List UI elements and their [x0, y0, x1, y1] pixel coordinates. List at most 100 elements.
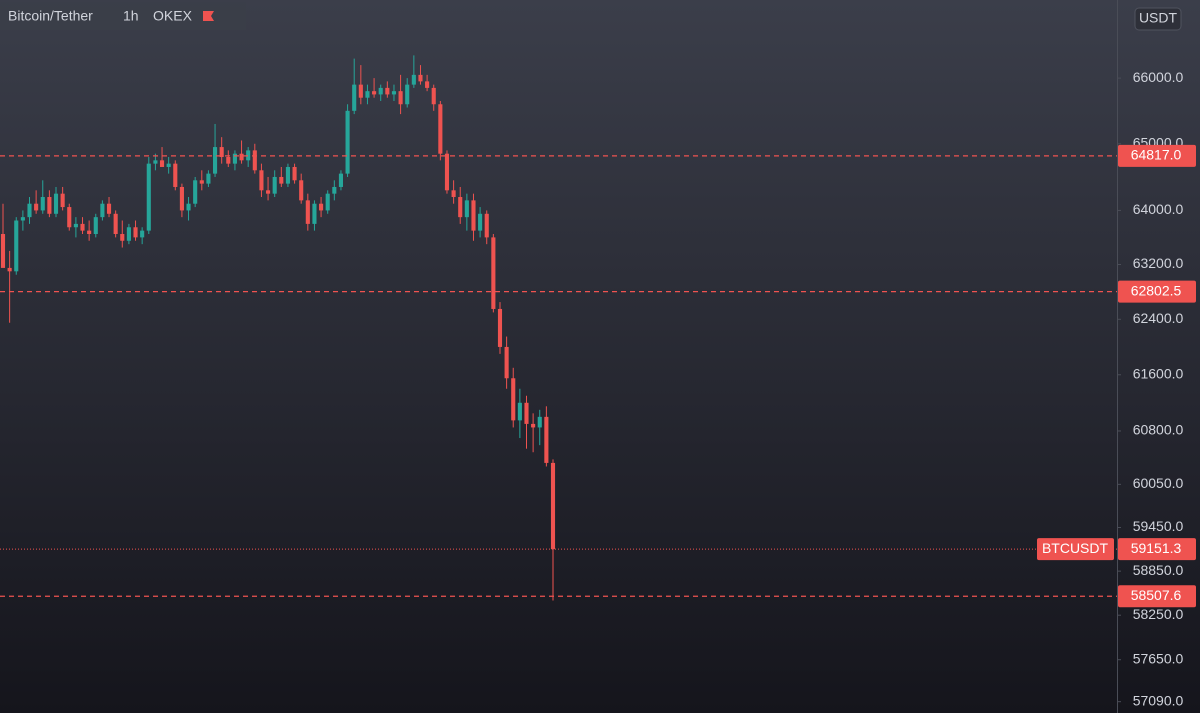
candle-body — [140, 230, 145, 238]
candle-body — [246, 150, 251, 161]
candle-body — [40, 197, 45, 211]
candle-body — [219, 147, 224, 158]
candle-body — [464, 200, 469, 218]
level-tag — [1118, 144, 1196, 167]
flag-icon — [203, 11, 214, 21]
candle-body — [47, 197, 52, 214]
candle-body — [153, 160, 158, 164]
y-tick-label: 59450.0 — [1133, 518, 1184, 534]
candle-body — [537, 416, 542, 428]
candle-body — [20, 217, 25, 221]
candle-body — [226, 157, 231, 164]
candle-body — [484, 213, 489, 238]
candle-body — [166, 163, 171, 167]
candle-body — [252, 150, 257, 171]
symbol: Bitcoin/Tether — [8, 8, 93, 24]
candle-body — [53, 193, 59, 214]
candle-body — [179, 186, 184, 211]
candle-body — [60, 193, 65, 208]
candle-body — [478, 213, 483, 231]
y-tick-label: 57650.0 — [1133, 650, 1184, 666]
candle-body — [352, 84, 357, 111]
candle-body — [80, 223, 85, 231]
level-label: 58507.6 — [1131, 587, 1182, 603]
interval: 1h — [123, 8, 139, 24]
candle-body — [193, 180, 198, 204]
candle-body — [444, 153, 450, 191]
candle-body — [34, 203, 39, 211]
last-price-value: 59151.3 — [1131, 540, 1182, 556]
candle-body — [517, 402, 522, 421]
candle-body — [14, 220, 19, 272]
level-label: 64817.0 — [1131, 147, 1182, 163]
candle-body — [120, 234, 125, 241]
candle-body — [345, 110, 350, 174]
candle-body — [431, 87, 436, 105]
candle-body — [544, 416, 549, 463]
candle-body — [458, 197, 463, 218]
candle-body — [87, 230, 92, 235]
candle-body — [471, 200, 476, 231]
candle-body — [126, 227, 131, 241]
candle-body — [418, 74, 423, 82]
candle-body — [411, 74, 416, 85]
candle-body — [186, 203, 191, 211]
candle-body — [531, 423, 536, 428]
candle-body — [113, 213, 118, 235]
candle-body — [199, 180, 204, 184]
y-tick-label: 57090.0 — [1133, 692, 1184, 708]
candle-body — [550, 462, 556, 550]
y-tick-label: 61600.0 — [1133, 365, 1184, 381]
candle-body — [312, 203, 317, 224]
candle-body — [266, 190, 271, 194]
last-price-name: BTCUSDT — [1042, 540, 1109, 556]
candle-body — [332, 186, 337, 194]
level-label: 62802.5 — [1131, 282, 1182, 298]
level-tag — [1118, 280, 1196, 303]
candle-body — [239, 153, 244, 161]
candle-body — [511, 378, 516, 421]
y-tick-label: 66000.0 — [1133, 69, 1184, 85]
candle-body — [391, 91, 397, 95]
currency-box[interactable] — [1134, 7, 1182, 31]
candle-body — [425, 81, 430, 88]
candle-body — [206, 173, 211, 184]
candle-body — [7, 267, 12, 272]
candle-body — [259, 170, 264, 191]
y-tick-label: 60050.0 — [1133, 475, 1184, 491]
candle-body — [27, 203, 32, 218]
exchange: OKEX — [153, 8, 193, 24]
plot — [0, 55, 556, 601]
candle-body — [100, 203, 105, 218]
currency[interactable]: USDT — [1139, 10, 1178, 26]
candle-body — [504, 346, 509, 379]
y-tick-label: 60800.0 — [1133, 422, 1184, 438]
candle-body — [378, 87, 383, 95]
candle-body — [173, 163, 178, 187]
y-tick-label: 58250.0 — [1133, 606, 1184, 622]
candle-body — [67, 207, 72, 228]
candle-body — [159, 160, 165, 167]
candle-body — [305, 200, 310, 224]
last-price-name-tag — [1037, 538, 1114, 561]
candle-body — [106, 203, 112, 214]
candle-body — [365, 91, 370, 98]
candle-body — [491, 237, 496, 309]
candle-body — [0, 234, 6, 268]
candle-body — [398, 91, 403, 105]
candle-body — [325, 193, 330, 211]
candle-body — [385, 87, 390, 95]
candle-body — [93, 217, 98, 235]
last-price-tag — [1118, 538, 1196, 561]
y-tick-label: 64000.0 — [1133, 201, 1184, 217]
candle-body — [232, 153, 237, 164]
y-tick-label: 63200.0 — [1133, 255, 1184, 271]
candle-body — [358, 84, 363, 98]
candle-body — [146, 163, 151, 231]
candle-body — [299, 180, 304, 201]
candle-body — [497, 308, 503, 347]
candle-body — [438, 104, 443, 154]
candle-body — [451, 190, 456, 198]
candle-body — [338, 173, 344, 187]
